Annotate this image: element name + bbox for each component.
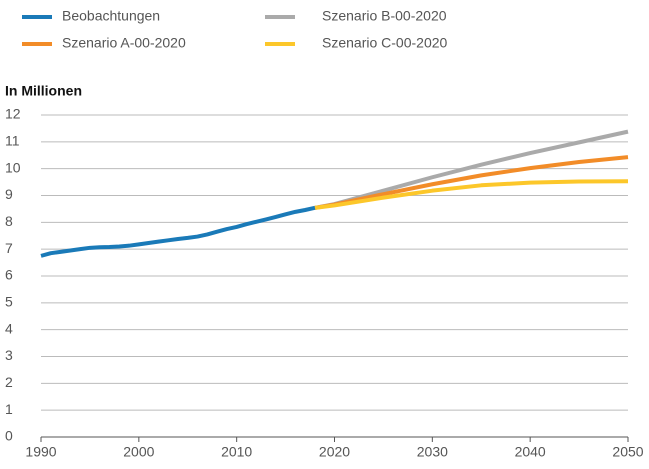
x-tick-label: 2010 xyxy=(221,444,252,460)
y-tick-label: 5 xyxy=(5,294,13,310)
y-tick-label: 3 xyxy=(5,347,13,363)
y-tick-label: 4 xyxy=(5,320,13,336)
x-tick-label: 2050 xyxy=(612,444,643,460)
y-tick-label: 10 xyxy=(5,159,21,175)
y-tick-label: 7 xyxy=(5,240,13,256)
y-tick-label: 2 xyxy=(5,374,13,390)
series-line xyxy=(314,129,629,210)
series-line xyxy=(314,179,629,210)
series-line xyxy=(40,205,316,258)
x-tick-label: 2030 xyxy=(417,444,448,460)
y-axis-label: In Millionen xyxy=(5,83,82,99)
y-tick-label: 9 xyxy=(5,186,13,202)
x-tick-label: 2000 xyxy=(123,444,154,460)
y-tick-label: 11 xyxy=(5,133,20,149)
y-tick-label: 8 xyxy=(5,213,13,229)
x-tick-label: 1990 xyxy=(25,444,56,460)
legend-label: Szenario A-00-2020 xyxy=(62,35,186,51)
legend-label: Szenario C-00-2020 xyxy=(322,35,448,51)
y-tick-label: 0 xyxy=(5,428,13,444)
legend-label: Beobachtungen xyxy=(62,8,160,24)
y-tick-label: 12 xyxy=(5,106,21,122)
y-tick-label: 6 xyxy=(5,267,13,283)
x-tick-label: 2020 xyxy=(319,444,350,460)
x-tick-label: 2040 xyxy=(515,444,546,460)
y-tick-label: 1 xyxy=(5,401,13,417)
legend-label: Szenario B-00-2020 xyxy=(322,8,447,24)
